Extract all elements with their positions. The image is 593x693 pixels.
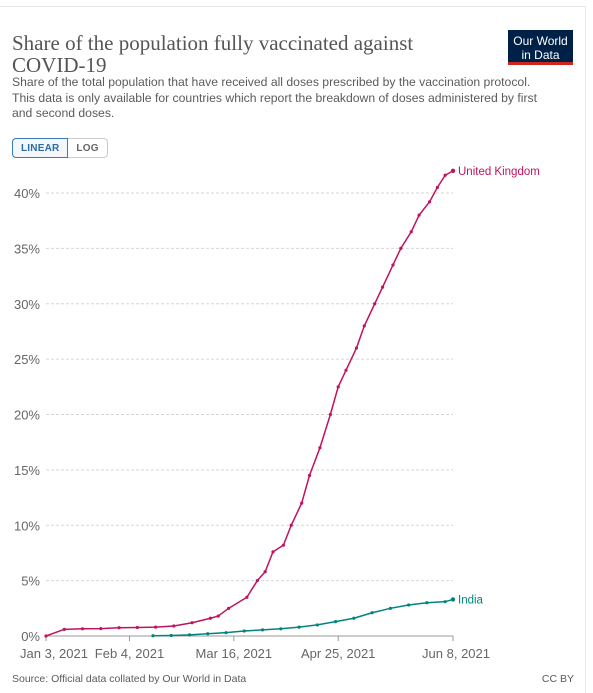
x-axis: Jan 3, 2021 Feb 4, 2021 Mar 16, 2021 Apr 25… — [20, 636, 490, 661]
united-kingdom-point — [399, 246, 403, 250]
united-kingdom-point — [190, 621, 194, 625]
y-tick-label: 0% — [21, 629, 40, 644]
y-tick-label: 15% — [14, 463, 40, 478]
india-end-point — [450, 597, 456, 602]
linear-scale-button[interactable]: LINEAR — [12, 138, 69, 158]
united-kingdom-point — [99, 626, 103, 631]
united-kingdom-point — [380, 285, 385, 289]
united-kingdom-label[interactable]: United Kingdom — [458, 166, 540, 178]
owid-logo[interactable]: Our World in Data — [508, 30, 573, 65]
united-kingdom-point — [216, 614, 220, 618]
united-kingdom-point — [80, 627, 85, 631]
india-point — [315, 623, 319, 627]
y-tick-label: 40% — [14, 186, 40, 201]
united-kingdom-point — [117, 626, 121, 630]
license-label[interactable]: CC BY — [541, 673, 574, 685]
india-point — [425, 601, 429, 605]
united-kingdom-point — [289, 523, 293, 527]
india-point — [297, 625, 301, 629]
united-kingdom-point — [435, 185, 439, 190]
india-point — [206, 632, 210, 636]
scale-toggle: LINEAR LOG — [12, 138, 108, 158]
chart-title: Share of the population fully vaccinated… — [12, 31, 414, 77]
india-line[interactable] — [152, 598, 454, 637]
y-tick-label: 30% — [14, 297, 40, 312]
x-tick-label: Apr 25, 2021 — [301, 646, 375, 661]
united-kingdom-point — [328, 412, 332, 417]
united-kingdom-point — [300, 501, 304, 505]
united-kingdom-point — [344, 368, 348, 372]
united-kingdom-line[interactable] — [45, 170, 454, 637]
united-kingdom-point — [255, 579, 259, 583]
chart-subtitle: Share of the total population that have … — [12, 75, 538, 120]
series-labels: United Kingdom India — [458, 166, 540, 607]
united-kingdom-point — [354, 346, 359, 350]
india-point — [352, 616, 356, 620]
y-axis: 0% 5% 10% 15% 20% 25% 30% 35% 40% — [14, 186, 40, 644]
united-kingdom-point — [373, 302, 377, 306]
x-tick-label: Jun 8, 2021 — [422, 646, 490, 661]
india-point — [187, 633, 192, 637]
india-point — [279, 627, 283, 631]
log-scale-button[interactable]: LOG — [68, 138, 108, 158]
india-label[interactable]: India — [458, 594, 484, 606]
united-kingdom-point — [172, 624, 176, 628]
india-point — [242, 629, 246, 633]
united-kingdom-point — [271, 550, 275, 554]
united-kingdom-point — [281, 543, 286, 547]
india-point — [407, 603, 411, 607]
united-kingdom-point — [62, 627, 66, 631]
india-point — [151, 634, 155, 638]
united-kingdom-point — [208, 616, 212, 620]
united-kingdom-point — [318, 446, 322, 450]
y-tick-label: 20% — [14, 408, 40, 423]
united-kingdom-point — [153, 625, 158, 629]
x-tick-label: Feb 4, 2021 — [95, 646, 164, 661]
grid-layer — [46, 192, 453, 637]
series-layer — [44, 168, 456, 638]
india-point — [370, 611, 374, 615]
chart-frame — [0, 6, 586, 693]
united-kingdom-point — [391, 263, 395, 267]
united-kingdom-point — [443, 173, 447, 177]
logo-line-1: Our World — [513, 34, 568, 48]
united-kingdom-point — [427, 200, 432, 204]
y-tick-label: 5% — [21, 574, 40, 589]
india-point — [169, 633, 173, 638]
united-kingdom-point — [245, 595, 249, 599]
india-point — [260, 628, 265, 632]
india-point — [224, 631, 228, 635]
india-point — [333, 620, 338, 624]
india-point — [443, 600, 447, 604]
y-tick-label: 35% — [14, 241, 40, 256]
united-kingdom-point — [307, 473, 312, 478]
india-point — [388, 606, 392, 610]
united-kingdom-point — [362, 324, 366, 328]
united-kingdom-point — [417, 213, 421, 217]
x-tick-label: Jan 3, 2021 — [20, 646, 88, 661]
united-kingdom-point — [227, 606, 231, 610]
united-kingdom-point — [409, 230, 413, 234]
x-tick-label: Mar 16, 2021 — [196, 646, 273, 661]
united-kingdom-point — [135, 625, 139, 630]
united-kingdom-point — [44, 634, 48, 638]
united-kingdom-end-point — [450, 168, 456, 174]
source-note[interactable]: Source: Official data collated by Our Wo… — [12, 673, 247, 685]
united-kingdom-point — [336, 385, 340, 389]
logo-line-2: in Data — [521, 48, 560, 62]
y-tick-label: 25% — [14, 352, 40, 367]
united-kingdom-point — [263, 570, 267, 574]
y-tick-label: 10% — [14, 518, 40, 533]
